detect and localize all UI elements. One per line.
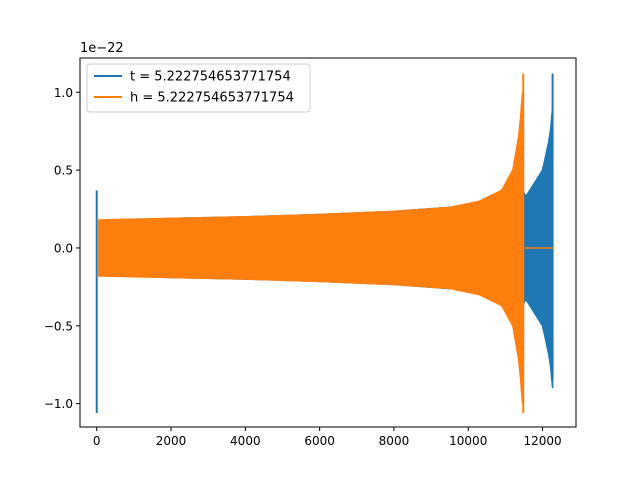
y-tick-label: −1.0	[44, 397, 73, 411]
y-offset-label: 1e−22	[80, 41, 124, 56]
legend-label-h: h = 5.222754653771754	[130, 91, 294, 106]
x-tick-label: 6000	[304, 434, 335, 448]
x-tick-label: 10000	[449, 434, 487, 448]
legend-box	[86, 63, 311, 113]
x-tick-label: 4000	[230, 434, 261, 448]
x-axis: 0 2000 4000 6000 8000 10000 12000	[93, 427, 562, 448]
x-tick-label: 2000	[156, 434, 187, 448]
legend-label-t: t = 5.222754653771754	[130, 70, 291, 85]
y-tick-label: 0.5	[54, 164, 73, 178]
x-tick-label: 8000	[379, 434, 410, 448]
plot-frame	[79, 57, 577, 428]
y-axis: −1.0 −0.5 0.0 0.5 1.0	[44, 86, 80, 411]
legend: t = 5.222754653771754 h = 5.222754653771…	[86, 63, 311, 113]
x-tick-label: 12000	[523, 434, 561, 448]
y-tick-label: −0.5	[44, 319, 73, 333]
y-tick-label: 1.0	[54, 86, 73, 100]
x-tick-label: 0	[93, 434, 101, 448]
y-tick-label: 0.0	[54, 241, 73, 255]
series-layer	[95, 73, 554, 413]
